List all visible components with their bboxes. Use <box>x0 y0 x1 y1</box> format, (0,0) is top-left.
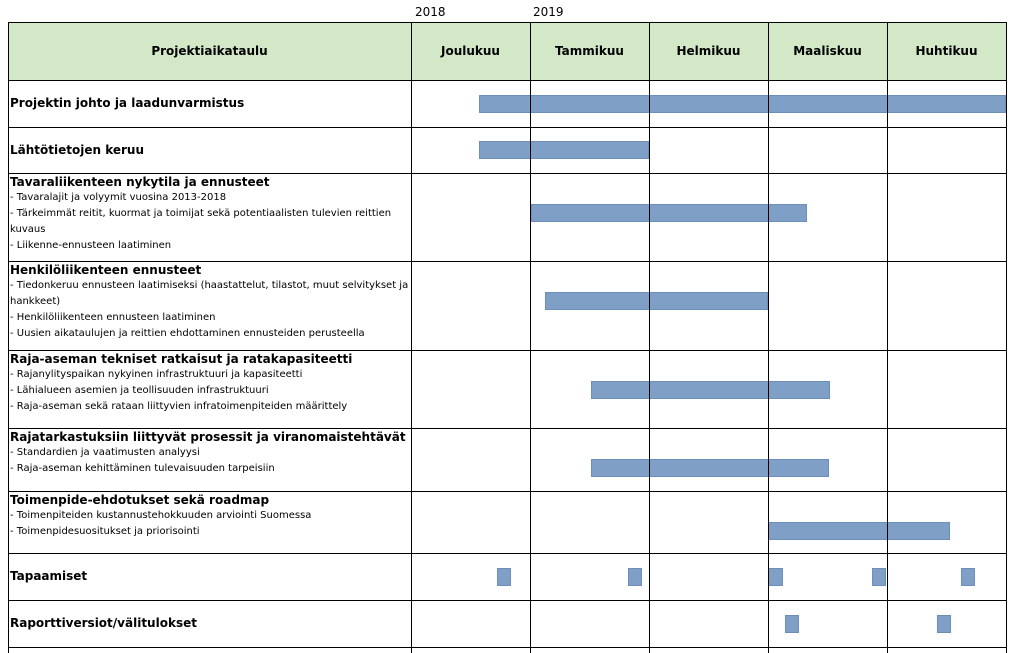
grid-hline <box>8 173 1006 174</box>
task-subitem: - Toimenpidesuositukset ja priorisointi <box>10 526 200 537</box>
grid-vline <box>768 22 769 653</box>
task-subitem: - Tavaralajit ja volyymit vuosina 2013-2… <box>10 192 227 203</box>
task-title: Tavaraliikenteen nykytila ja ennusteet <box>10 175 270 189</box>
task-row-label: Toimenpide-ehdotukset sekä roadmap - Toim… <box>9 491 410 555</box>
grid-hline <box>8 553 1006 554</box>
task-subitem: - Toimenpiteiden kustannustehokkuuden ar… <box>10 510 312 521</box>
task-subitem: - Rajanylityspaikan nykyinen infrastrukt… <box>10 369 303 380</box>
grid-hline <box>8 428 1006 429</box>
task-row-label: Lähtötietojen keruu <box>9 127 410 173</box>
gantt-bar <box>496 567 511 586</box>
gantt-bar <box>960 567 976 586</box>
task-subitem: - Standardien ja vaatimusten analyysi <box>10 447 200 458</box>
grid-hline <box>8 491 1006 492</box>
grid-vline <box>887 22 888 653</box>
grid-hline <box>8 22 1006 23</box>
task-row-label: Raja-aseman tekniset ratkaisut ja rataka… <box>9 350 410 430</box>
header-title-cell: Projektiaikataulu <box>8 22 411 80</box>
month-header: Helmikuu <box>649 22 768 80</box>
gantt-bar <box>590 459 829 477</box>
grid-vline <box>530 22 531 653</box>
gantt-bar <box>590 381 830 399</box>
grid-vline <box>8 22 9 653</box>
task-row-label: Tavaraliikenteen nykytila ja ennusteet -… <box>9 173 410 263</box>
task-title: Lähtötietojen keruu <box>10 142 145 157</box>
task-title: Rajatarkastuksiin liittyvät prosessit ja… <box>10 430 406 444</box>
gantt-bar <box>478 94 1006 113</box>
gantt-bar <box>768 567 784 586</box>
month-header: Huhtikuu <box>887 22 1006 80</box>
gantt-bar <box>478 141 649 159</box>
task-subitem: - Liikenne-ennusteen laatiminen <box>10 240 172 251</box>
task-subitem: - Lähialueen asemien ja teollisuuden inf… <box>10 385 269 396</box>
grid-vline <box>411 22 412 653</box>
gantt-bar <box>936 614 952 633</box>
task-title: Projektin johto ja laadunvarmistus <box>10 96 245 110</box>
task-row-label: Rajatarkastuksiin liittyvät prosessit ja… <box>9 428 410 493</box>
task-title: Toimenpide-ehdotukset sekä roadmap <box>10 493 270 507</box>
task-row-label: Projektin johto ja laadunvarmistus <box>9 80 410 127</box>
task-subitem: - Tärkeimmät reitit, kuormat ja toimijat… <box>10 208 392 235</box>
gantt-bar <box>627 567 642 586</box>
grid-hline <box>8 261 1006 262</box>
month-header: Tammikuu <box>530 22 649 80</box>
task-subitem: - Raja-aseman sekä rataan liittyvien inf… <box>10 401 348 412</box>
task-title: Raporttiversiot/välitulokset <box>10 616 197 630</box>
month-header: Maaliskuu <box>768 22 887 80</box>
task-subitem: - Raja-aseman kehittäminen tulevaisuuden… <box>10 463 275 474</box>
gantt-bar <box>871 567 886 586</box>
grid-vline <box>1006 22 1007 653</box>
gantt-bar <box>531 204 808 222</box>
task-subitem: - Uusien aikataulujen ja reittien ehdott… <box>10 328 365 339</box>
grid-hline <box>8 80 1006 81</box>
gantt-bar <box>768 522 951 540</box>
task-row-label: Tapaamiset <box>9 553 410 600</box>
task-title: Tapaamiset <box>10 569 88 583</box>
grid-hline <box>8 600 1006 601</box>
task-subitem: - Henkilöliikenteen ennusteen laatiminen <box>10 312 216 323</box>
grid-hline <box>8 127 1006 128</box>
grid-vline <box>649 22 650 653</box>
gantt-bar <box>545 292 768 310</box>
grid-hline <box>8 350 1006 351</box>
task-row-label: Henkilöliikenteen ennusteet - Tiedonkeruu… <box>9 261 410 352</box>
task-subitem: - Tiedonkeruu ennusteen laatimiseksi (ha… <box>10 280 409 307</box>
gantt-bar <box>784 614 799 633</box>
task-title: Raja-aseman tekniset ratkaisut ja rataka… <box>10 352 353 366</box>
year-label: 2019 <box>533 5 564 19</box>
month-header: Joulukuu <box>411 22 530 80</box>
task-row-label: Raporttiversiot/välitulokset <box>9 600 410 647</box>
task-title: Henkilöliikenteen ennusteet <box>10 263 202 277</box>
year-label: 2018 <box>415 5 446 19</box>
grid-hline <box>8 647 1006 648</box>
